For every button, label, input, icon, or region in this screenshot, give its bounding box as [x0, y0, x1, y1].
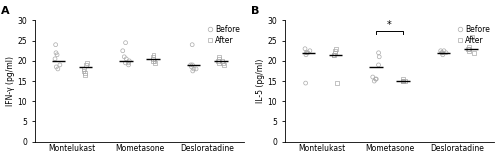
Point	[220, 64, 228, 66]
Text: *: *	[387, 20, 392, 30]
Y-axis label: IL-5 (pg/ml): IL-5 (pg/ml)	[256, 59, 264, 103]
Point	[332, 82, 340, 84]
Point	[375, 55, 383, 58]
Point	[52, 52, 60, 54]
Point	[400, 80, 407, 82]
Point	[302, 82, 310, 84]
Legend: Before, After: Before, After	[455, 24, 490, 45]
Point	[374, 52, 382, 54]
Point	[438, 52, 446, 54]
Point	[81, 72, 89, 74]
Point	[82, 64, 90, 66]
Point	[188, 43, 196, 46]
Point	[122, 41, 130, 44]
Point	[188, 66, 196, 68]
Point	[372, 78, 380, 80]
Text: A: A	[1, 6, 10, 16]
Point	[368, 76, 376, 78]
Point	[122, 58, 130, 60]
Point	[301, 48, 309, 50]
Point	[190, 68, 198, 70]
Point	[466, 45, 473, 48]
Point	[438, 52, 446, 54]
Point	[192, 68, 200, 70]
Point	[374, 64, 382, 66]
Point	[189, 70, 197, 72]
Point	[330, 54, 338, 56]
Legend: Before, After: Before, After	[205, 24, 240, 45]
Point	[188, 64, 196, 66]
Point	[219, 62, 227, 64]
Point	[436, 49, 444, 52]
Point	[52, 43, 60, 46]
Point	[149, 55, 157, 58]
Point	[304, 52, 312, 54]
Point	[51, 58, 59, 60]
Point	[302, 52, 310, 54]
Point	[54, 68, 62, 70]
Point	[400, 80, 407, 82]
Point	[470, 52, 478, 54]
Y-axis label: IFN-γ (pg/ml): IFN-γ (pg/ml)	[6, 56, 15, 106]
Point	[331, 52, 339, 54]
Point	[400, 78, 407, 80]
Text: B: B	[251, 6, 260, 16]
Point	[150, 54, 158, 56]
Point	[150, 60, 158, 62]
Point	[398, 80, 406, 82]
Point	[439, 54, 447, 56]
Point	[218, 60, 226, 62]
Point	[440, 49, 448, 52]
Point	[464, 48, 472, 50]
Point	[399, 80, 407, 82]
Point	[186, 64, 194, 66]
Point	[215, 55, 223, 58]
Point	[442, 52, 450, 54]
Point	[151, 62, 159, 64]
Point	[56, 64, 64, 66]
Point	[214, 60, 222, 62]
Point	[82, 62, 90, 64]
Point	[465, 49, 473, 52]
Point	[80, 70, 88, 72]
Point	[124, 62, 132, 64]
Point	[53, 54, 61, 56]
Point	[120, 55, 128, 58]
Point	[124, 64, 132, 66]
Point	[302, 54, 310, 56]
Point	[150, 60, 158, 62]
Point	[306, 49, 314, 52]
Point	[80, 68, 88, 70]
Point	[118, 49, 126, 52]
Point	[125, 60, 133, 62]
Point	[52, 66, 60, 68]
Point	[331, 49, 339, 52]
Point	[303, 52, 311, 54]
Point	[150, 58, 158, 60]
Point	[330, 54, 338, 56]
Point	[372, 78, 380, 80]
Point	[122, 62, 130, 64]
Point	[370, 80, 378, 82]
Point	[332, 48, 340, 50]
Point	[215, 58, 223, 60]
Point	[81, 74, 89, 76]
Point	[401, 80, 409, 82]
Point	[438, 52, 446, 54]
Point	[468, 35, 476, 38]
Point	[465, 48, 473, 50]
Point	[216, 62, 224, 64]
